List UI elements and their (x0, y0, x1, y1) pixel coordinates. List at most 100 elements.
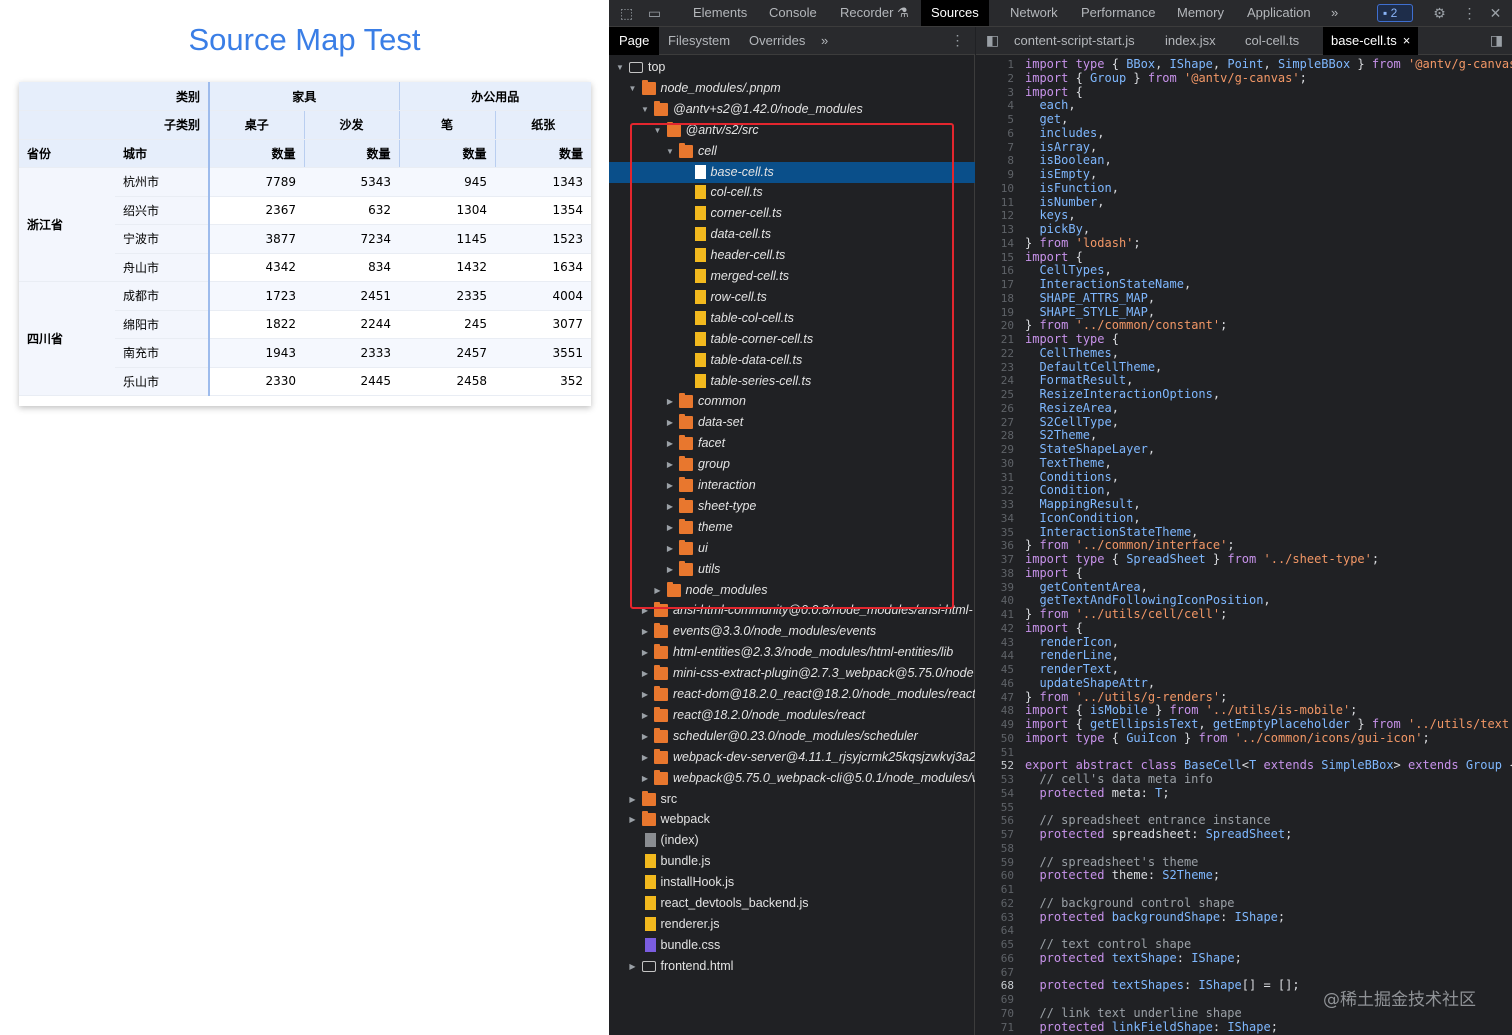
data-cell[interactable]: 2244 (304, 310, 400, 339)
tab-recorder[interactable]: Recorder ⚗ (840, 0, 909, 26)
navigator-tab-page[interactable]: Page (609, 27, 660, 55)
tree-item[interactable]: ▶ interaction (609, 475, 975, 496)
line-number[interactable]: 49 (1000, 718, 1014, 731)
tree-item[interactable]: ▶ mini-css-extract-plugin@2.7.3_webpack@5… (609, 663, 975, 684)
row-header-city[interactable]: 乐山市 (115, 367, 211, 396)
tree-item[interactable]: react_devtools_backend.js (609, 893, 975, 914)
col-subgroup-header[interactable]: 桌子 (208, 110, 305, 140)
tree-item[interactable]: ▼ @antv+s2@1.42.0/node_modules (609, 99, 975, 120)
data-cell[interactable]: 2451 (304, 281, 400, 311)
tree-item[interactable]: ▼ cell (609, 141, 975, 162)
data-cell[interactable]: 2330 (209, 367, 305, 396)
tree-item[interactable]: ▶ ansi-html-community@0.0.8/node_modules/… (609, 600, 975, 621)
caret-right-icon[interactable]: ▶ (629, 961, 636, 971)
data-cell[interactable]: 834 (304, 253, 400, 282)
line-number[interactable]: 52 (1000, 759, 1014, 773)
caret-down-icon[interactable]: ▼ (666, 146, 674, 156)
tree-item[interactable]: bundle.css (609, 935, 975, 956)
line-number[interactable]: 9 (1007, 168, 1014, 181)
code-line[interactable]: 54 protected meta: T; (976, 786, 1512, 801)
code-line[interactable]: 45 renderText, (976, 662, 1512, 677)
data-cell[interactable]: 632 (304, 196, 400, 225)
line-number[interactable]: 25 (1000, 388, 1014, 401)
line-number[interactable]: 18 (1000, 291, 1014, 305)
code-line[interactable]: 33 MappingResult, (976, 497, 1512, 512)
tree-item[interactable]: ▶ theme (609, 517, 975, 538)
line-number[interactable]: 14 (1000, 236, 1014, 250)
line-number[interactable]: 29 (1000, 443, 1014, 456)
line-number[interactable]: 6 (1007, 126, 1014, 140)
line-number[interactable]: 22 (1000, 346, 1014, 360)
line-number[interactable]: 13 (1000, 223, 1014, 236)
caret-right-icon[interactable]: ▶ (641, 752, 649, 762)
code-line[interactable]: 5 get, (976, 112, 1512, 127)
line-number[interactable]: 45 (1000, 663, 1014, 676)
code-line[interactable]: 6 includes, (976, 126, 1512, 141)
tree-item[interactable]: data-cell.ts (609, 224, 975, 245)
caret-right-icon[interactable]: ▶ (629, 815, 636, 825)
code-line[interactable]: 26 ResizeArea, (976, 401, 1512, 416)
code-line[interactable]: 16 CellTypes, (976, 263, 1512, 278)
code-line[interactable]: 55 (976, 801, 1512, 815)
caret-right-icon[interactable]: ▶ (641, 606, 649, 616)
tree-item[interactable]: ▶ data-set (609, 412, 975, 433)
data-cell[interactable]: 2367 (209, 196, 305, 225)
toggle-navigator-icon[interactable]: ◧ (985, 32, 1000, 48)
line-number[interactable]: 28 (1000, 429, 1014, 443)
line-number[interactable]: 11 (1000, 195, 1014, 209)
line-number[interactable]: 71 (1000, 1020, 1014, 1034)
tree-item[interactable]: table-corner-cell.ts (609, 329, 975, 350)
editor-tab[interactable]: base-cell.ts × (1323, 27, 1419, 55)
tree-item[interactable]: ▶ frontend.html (609, 956, 975, 977)
caret-down-icon[interactable]: ▼ (616, 63, 624, 72)
line-number[interactable]: 41 (1000, 608, 1014, 621)
navigator-more-icon[interactable]: » (821, 33, 829, 48)
data-cell[interactable]: 945 (399, 167, 496, 197)
line-number[interactable]: 32 (1000, 484, 1014, 498)
code-line[interactable]: 63 protected backgroundShape: IShape; (976, 910, 1512, 925)
code-line[interactable]: 7 isArray, (976, 140, 1512, 155)
code-line[interactable]: 23 DefaultCellTheme, (976, 360, 1512, 375)
code-line[interactable]: 38 import { (976, 566, 1512, 581)
line-number[interactable]: 4 (1007, 99, 1014, 113)
tree-item[interactable]: merged-cell.ts (609, 266, 975, 287)
code-line[interactable]: 20} from '../common/constant'; (976, 318, 1512, 333)
code-line[interactable]: 12 keys, (976, 208, 1512, 223)
code-line[interactable]: 65 // text control shape (976, 937, 1512, 952)
code-line[interactable]: 42 import { (976, 621, 1512, 636)
line-number[interactable]: 23 (1000, 360, 1014, 374)
code-line[interactable]: 50 import type { GuiIcon } from '../commo… (976, 731, 1512, 746)
code-line[interactable]: 8 isBoolean, (976, 153, 1512, 168)
tree-item[interactable]: installHook.js (609, 872, 975, 893)
code-line[interactable]: 64 (976, 924, 1512, 938)
line-number[interactable]: 51 (1000, 745, 1014, 759)
row-header-city[interactable]: 绍兴市 (115, 196, 211, 225)
data-cell[interactable]: 245 (399, 310, 496, 339)
code-line[interactable]: 25 ResizeInteractionOptions, (976, 387, 1512, 402)
line-number[interactable]: 63 (1000, 910, 1014, 924)
measure-header[interactable]: 数量 (208, 139, 305, 168)
line-number[interactable]: 35 (1000, 525, 1014, 539)
gear-icon[interactable]: ⚙ (1433, 5, 1446, 21)
code-line[interactable]: 62 // background control shape (976, 896, 1512, 911)
code-line[interactable]: 28 S2Theme, (976, 428, 1512, 443)
code-line[interactable]: 32 Condition, (976, 483, 1512, 498)
tree-item[interactable]: ▼ node_modules/.pnpm (609, 78, 975, 99)
line-number[interactable]: 2 (1007, 71, 1014, 85)
caret-right-icon[interactable]: ▶ (641, 690, 649, 699)
line-number[interactable]: 56 (1000, 814, 1014, 828)
code-line[interactable]: 56 // spreadsheet entrance instance (976, 813, 1512, 828)
tree-item[interactable]: base-cell.ts (609, 161, 975, 183)
row-header-city[interactable]: 绵阳市 (115, 310, 211, 339)
code-line[interactable]: 67 (976, 966, 1512, 980)
navigator-tab-filesystem[interactable]: Filesystem (668, 33, 731, 48)
code-line[interactable]: 51 (976, 746, 1512, 760)
code-line[interactable]: 35 InteractionStateTheme, (976, 525, 1512, 540)
close-tab-icon[interactable]: × (1402, 33, 1411, 48)
line-number[interactable]: 5 (1007, 113, 1014, 126)
code-line[interactable]: 41} from '../utils/cell/cell'; (976, 607, 1512, 622)
data-cell[interactable]: 1723 (209, 281, 305, 311)
kebab-menu-icon[interactable]: ⋮ (1462, 5, 1477, 21)
tree-item[interactable]: ▶ node_modules (609, 580, 975, 601)
code-line[interactable]: 70 // link text underline shape (976, 1006, 1512, 1021)
